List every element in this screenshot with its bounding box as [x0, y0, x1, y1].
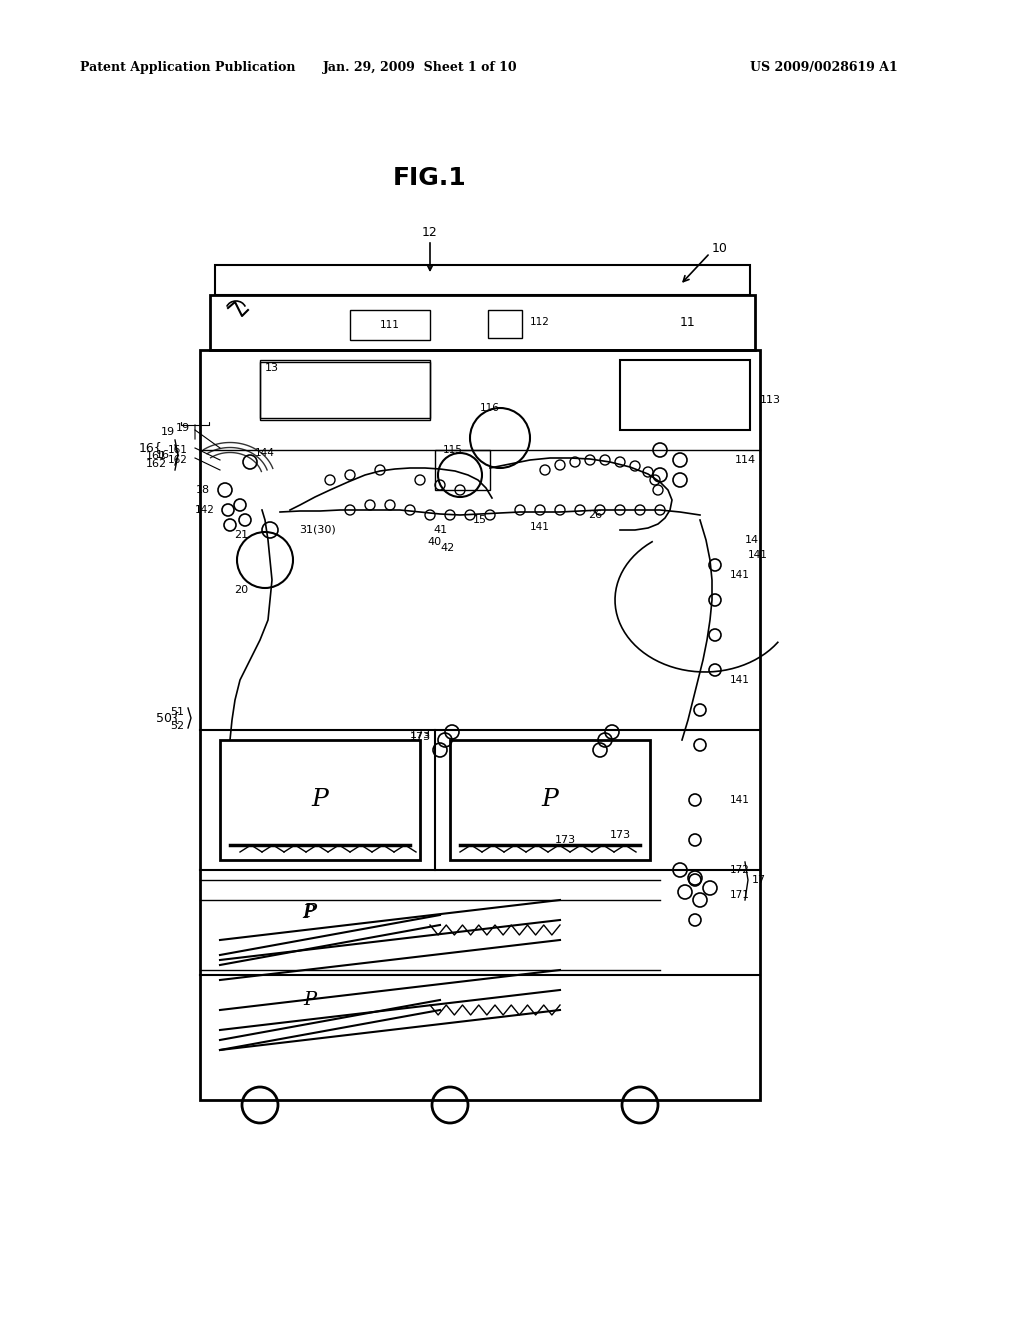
- Text: 21: 21: [233, 531, 248, 540]
- Text: 173: 173: [410, 730, 430, 741]
- Text: 115: 115: [443, 445, 463, 455]
- Text: 42: 42: [441, 543, 455, 553]
- Text: 31(30): 31(30): [300, 525, 336, 535]
- Text: 12: 12: [422, 226, 438, 239]
- Text: 144: 144: [255, 447, 274, 458]
- Text: 141: 141: [748, 550, 768, 560]
- Text: P: P: [303, 903, 316, 921]
- Text: 141: 141: [730, 570, 750, 579]
- Text: 142: 142: [196, 506, 215, 515]
- Text: 141: 141: [730, 675, 750, 685]
- Text: 113: 113: [760, 395, 781, 405]
- Text: 172: 172: [730, 865, 750, 875]
- Text: 112: 112: [530, 317, 550, 327]
- Text: 161: 161: [146, 451, 167, 461]
- Text: 19: 19: [161, 426, 175, 437]
- Text: P: P: [311, 788, 329, 812]
- Text: 13: 13: [265, 363, 279, 374]
- Text: 141: 141: [530, 521, 550, 532]
- Text: P: P: [542, 788, 558, 812]
- Text: 173: 173: [609, 830, 631, 840]
- Text: 50{: 50{: [156, 711, 180, 725]
- Text: 41: 41: [433, 525, 447, 535]
- Text: 173: 173: [554, 836, 575, 845]
- Text: 114: 114: [735, 455, 756, 465]
- Text: 16{: 16{: [138, 441, 162, 454]
- Text: 173: 173: [410, 733, 430, 742]
- Text: 14: 14: [745, 535, 759, 545]
- Text: 111: 111: [380, 319, 400, 330]
- Text: 141: 141: [730, 795, 750, 805]
- Text: 171: 171: [730, 890, 750, 900]
- Text: 15: 15: [473, 515, 487, 525]
- Text: 16: 16: [156, 450, 170, 459]
- Text: 40: 40: [428, 537, 442, 546]
- Text: US 2009/0028619 A1: US 2009/0028619 A1: [750, 62, 898, 74]
- Text: 161: 161: [168, 445, 188, 455]
- Text: 19: 19: [176, 422, 190, 433]
- Text: 18: 18: [196, 484, 210, 495]
- Text: 11: 11: [680, 315, 695, 329]
- Text: Patent Application Publication: Patent Application Publication: [80, 62, 296, 74]
- Text: 26: 26: [588, 510, 602, 520]
- Text: P: P: [303, 991, 316, 1008]
- Text: 52: 52: [170, 721, 184, 731]
- Text: 162: 162: [168, 455, 188, 465]
- Text: 116: 116: [480, 403, 500, 413]
- Text: 10: 10: [712, 242, 728, 255]
- Text: 17: 17: [752, 875, 766, 884]
- Text: FIG.1: FIG.1: [393, 166, 467, 190]
- Text: 51: 51: [170, 708, 184, 717]
- Text: Jan. 29, 2009  Sheet 1 of 10: Jan. 29, 2009 Sheet 1 of 10: [323, 62, 517, 74]
- Text: 162: 162: [145, 459, 167, 469]
- Text: 20: 20: [233, 585, 248, 595]
- Text: P: P: [302, 904, 314, 921]
